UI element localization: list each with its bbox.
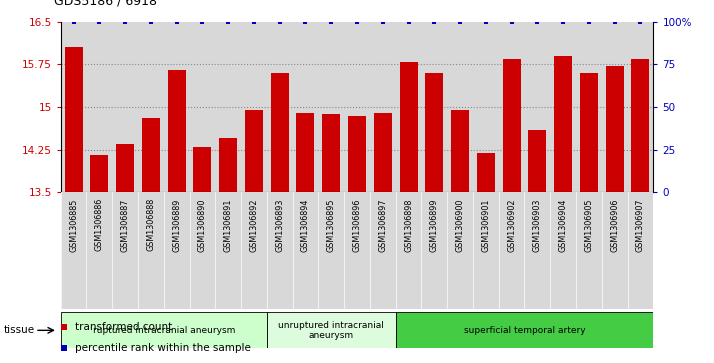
Bar — [631, 59, 650, 192]
Text: GSM1306891: GSM1306891 — [223, 198, 233, 252]
Text: transformed count: transformed count — [75, 322, 172, 332]
Text: GDS5186 / 6918: GDS5186 / 6918 — [54, 0, 156, 7]
Bar — [477, 152, 495, 192]
Text: GSM1306886: GSM1306886 — [95, 198, 104, 252]
Bar — [580, 73, 598, 192]
Bar — [373, 113, 392, 192]
Text: GSM1306893: GSM1306893 — [275, 198, 284, 252]
Bar — [605, 66, 623, 192]
Bar — [142, 118, 160, 192]
Bar — [396, 312, 653, 348]
Bar — [296, 113, 314, 192]
Text: GSM1306903: GSM1306903 — [533, 198, 542, 252]
Text: percentile rank within the sample: percentile rank within the sample — [75, 343, 251, 354]
Bar — [267, 312, 396, 348]
Text: GSM1306887: GSM1306887 — [121, 198, 130, 252]
Text: GSM1306895: GSM1306895 — [327, 198, 336, 252]
Text: GSM1306906: GSM1306906 — [610, 198, 619, 252]
Bar — [168, 70, 186, 192]
Text: GSM1306896: GSM1306896 — [353, 198, 361, 252]
Bar — [451, 110, 469, 192]
Bar — [348, 115, 366, 192]
Text: unruptured intracranial
aneurysm: unruptured intracranial aneurysm — [278, 321, 384, 340]
Bar — [426, 73, 443, 192]
Text: GSM1306904: GSM1306904 — [558, 198, 568, 252]
Text: GSM1306894: GSM1306894 — [301, 198, 310, 252]
Text: GSM1306889: GSM1306889 — [172, 198, 181, 252]
Text: GSM1306885: GSM1306885 — [69, 198, 78, 252]
Bar — [116, 144, 134, 192]
Bar — [528, 130, 546, 192]
Bar — [322, 114, 341, 192]
Text: superficial temporal artery: superficial temporal artery — [463, 326, 585, 335]
Bar — [554, 56, 572, 192]
Bar — [271, 73, 288, 192]
Text: GSM1306901: GSM1306901 — [481, 198, 491, 252]
Bar — [245, 110, 263, 192]
Bar — [90, 155, 109, 192]
Text: GSM1306890: GSM1306890 — [198, 198, 207, 252]
Text: GSM1306907: GSM1306907 — [636, 198, 645, 252]
Text: tissue: tissue — [4, 325, 35, 335]
Text: GSM1306899: GSM1306899 — [430, 198, 439, 252]
Text: GSM1306902: GSM1306902 — [507, 198, 516, 252]
Bar — [193, 147, 211, 192]
Bar — [61, 312, 267, 348]
Bar — [400, 62, 418, 192]
Text: GSM1306905: GSM1306905 — [584, 198, 593, 252]
Text: GSM1306900: GSM1306900 — [456, 198, 465, 252]
Text: GSM1306892: GSM1306892 — [249, 198, 258, 252]
Bar — [64, 47, 83, 192]
Bar — [503, 59, 521, 192]
Text: GSM1306898: GSM1306898 — [404, 198, 413, 252]
Text: GSM1306888: GSM1306888 — [146, 198, 156, 252]
Text: GSM1306897: GSM1306897 — [378, 198, 387, 252]
Text: ruptured intracranial aneurysm: ruptured intracranial aneurysm — [93, 326, 235, 335]
Bar — [219, 138, 237, 192]
